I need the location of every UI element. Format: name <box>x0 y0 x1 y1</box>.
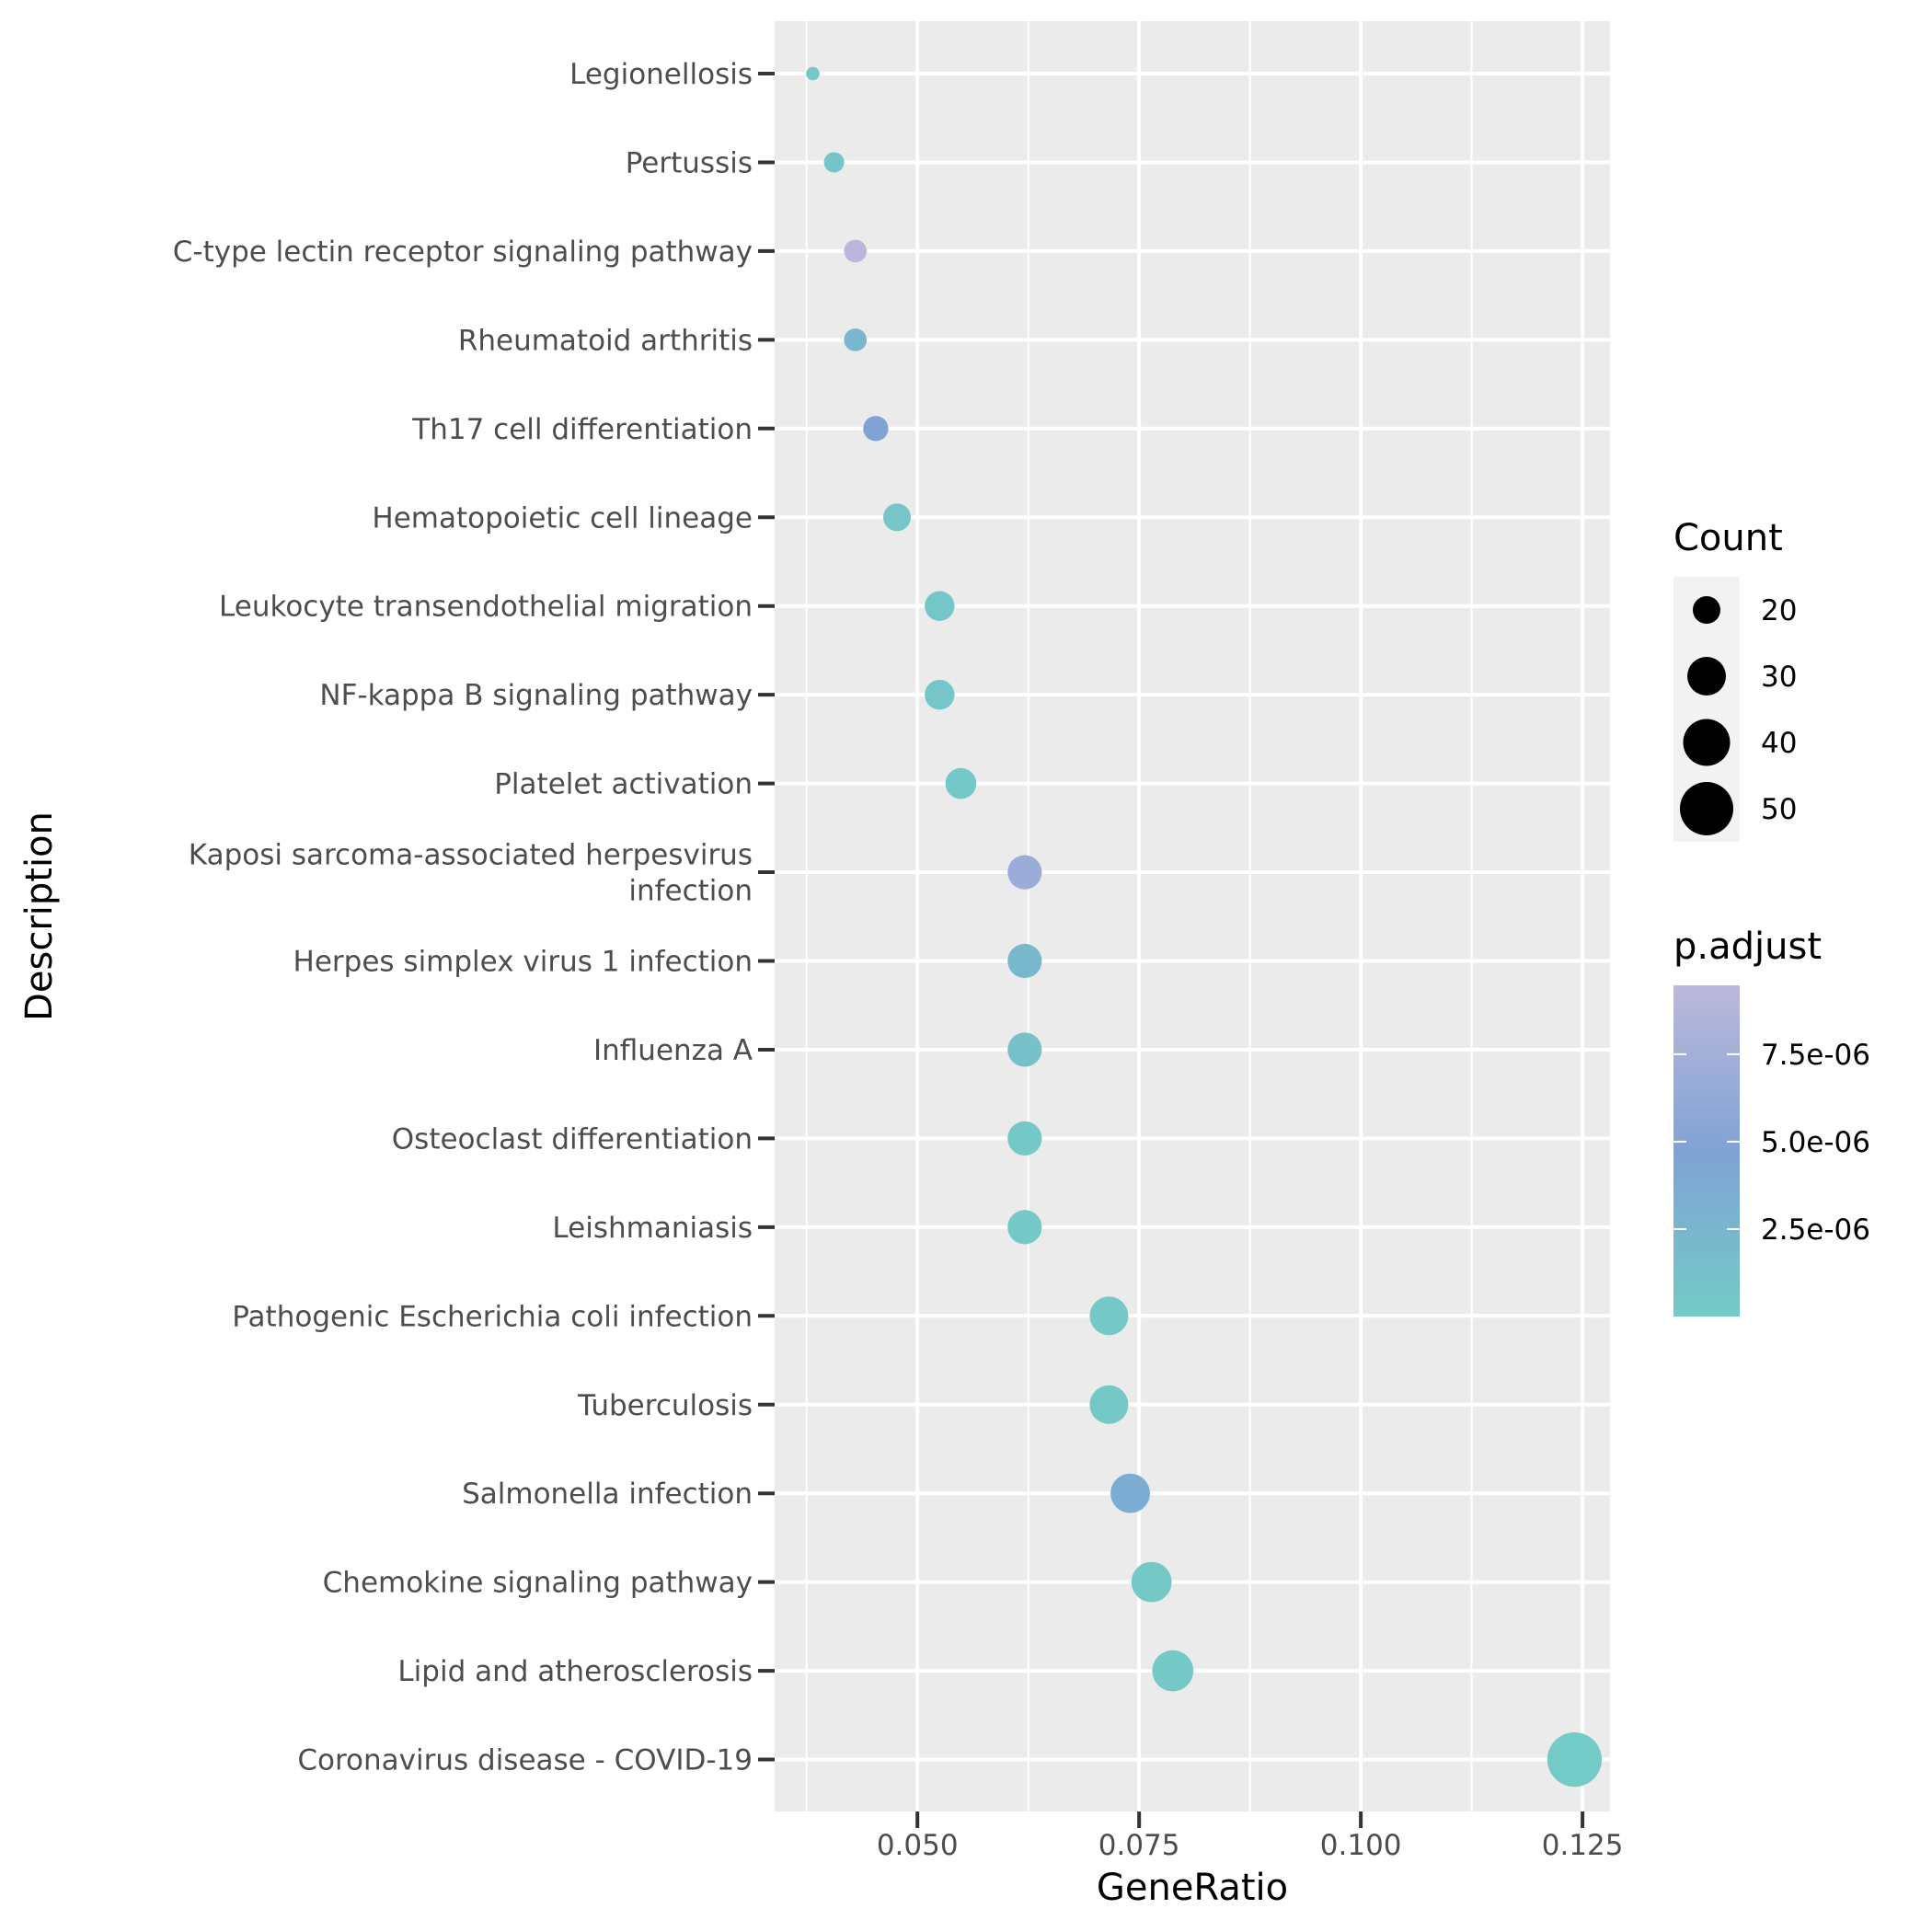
legend-size-label: 30 <box>1761 661 1797 694</box>
y-tick-label: Kaposi sarcoma-associated herpesvirus inf… <box>189 839 753 908</box>
data-point <box>1089 1385 1129 1424</box>
y-tick-label: Pathogenic Escherichia coli infection <box>232 1300 753 1333</box>
x-axis: 0.050 0.075 0.100 0.125 <box>877 1811 1624 1862</box>
data-point <box>1007 855 1042 890</box>
data-point <box>823 152 845 173</box>
legend-color-label: 7.5e-06 <box>1761 1039 1870 1072</box>
y-tick-label: Leishmaniasis <box>552 1212 753 1245</box>
data-point <box>1547 1731 1603 1788</box>
y-tick-label: Salmonella infection <box>462 1478 753 1511</box>
legend-size-key <box>1687 657 1726 696</box>
data-point <box>1007 1210 1042 1245</box>
legend-color-label: 5.0e-06 <box>1761 1126 1870 1159</box>
data-point <box>925 591 955 621</box>
y-tick-label: Influenza A <box>593 1034 753 1067</box>
y-axis-title: Description <box>18 811 61 1021</box>
data-point <box>1152 1650 1194 1692</box>
legend-size-label: 40 <box>1761 727 1797 760</box>
y-tick-label: C-type lectin receptor signaling pathway <box>173 236 753 269</box>
data-point <box>844 239 868 263</box>
data-point <box>1110 1473 1150 1513</box>
y-tick-label: Tuberculosis <box>577 1389 753 1422</box>
legend-size-key <box>1680 782 1733 835</box>
colorbar <box>1673 985 1740 1317</box>
x-tick-label: 0.125 <box>1542 1829 1624 1862</box>
legend-size-key <box>1683 719 1731 766</box>
y-tick-label: Pertussis <box>626 146 753 179</box>
data-point <box>1007 943 1042 979</box>
y-tick-label: NF-kappa B signaling pathway <box>319 679 753 712</box>
legend-count: Count 20 30 40 50 <box>1673 517 1797 842</box>
y-tick-label: Rheumatoid arthritis <box>458 324 753 357</box>
data-point <box>925 679 955 710</box>
x-axis-title: GeneRatio <box>1097 1867 1288 1909</box>
y-tick-label: Th17 cell differentiation <box>411 413 753 446</box>
y-tick-label: Coronavirus disease - COVID-19 <box>297 1744 753 1777</box>
x-tick-label: 0.100 <box>1320 1829 1402 1862</box>
legend-p-adjust-title: p.adjust <box>1673 926 1822 968</box>
legend-p-adjust: p.adjust 2.5e-06 5.0e-06 7.5e-06 <box>1673 926 1870 1317</box>
y-tick-label: Leukocyte transendothelial migration <box>219 591 753 624</box>
y-tick-label: Platelet activation <box>494 768 753 801</box>
y-tick-label: Legionellosis <box>569 58 753 91</box>
x-tick-label: 0.075 <box>1098 1829 1180 1862</box>
panel-background <box>775 21 1610 1811</box>
legend-size-label: 50 <box>1761 793 1797 826</box>
y-axis: Legionellosis Pertussis C-type lectin rece… <box>173 58 775 1777</box>
data-point <box>863 416 889 442</box>
data-point <box>1131 1561 1172 1603</box>
minor-gridlines <box>805 21 1473 1811</box>
x-tick-label: 0.050 <box>877 1829 959 1862</box>
data-point <box>1089 1296 1129 1336</box>
data-point <box>945 767 977 799</box>
data-point <box>1007 1121 1042 1156</box>
data-points <box>806 66 1603 1788</box>
y-tick-label: Lipid and atherosclerosis <box>397 1655 753 1688</box>
y-tick-label: Chemokine signaling pathway <box>323 1567 753 1600</box>
y-tick-label: Herpes simplex virus 1 infection <box>293 946 753 979</box>
legend-size-key <box>1693 596 1720 624</box>
y-tick-label: Osteoclast differentiation <box>392 1122 753 1156</box>
major-gridlines <box>775 21 1610 1811</box>
legend-color-label: 2.5e-06 <box>1761 1213 1870 1247</box>
y-tick-label: Hematopoietic cell lineage <box>372 501 753 535</box>
data-point <box>806 66 820 81</box>
legend-count-title: Count <box>1673 517 1783 559</box>
data-point <box>1007 1032 1042 1067</box>
data-point <box>844 328 868 351</box>
data-point <box>883 503 912 532</box>
legend-size-label: 20 <box>1761 594 1797 627</box>
